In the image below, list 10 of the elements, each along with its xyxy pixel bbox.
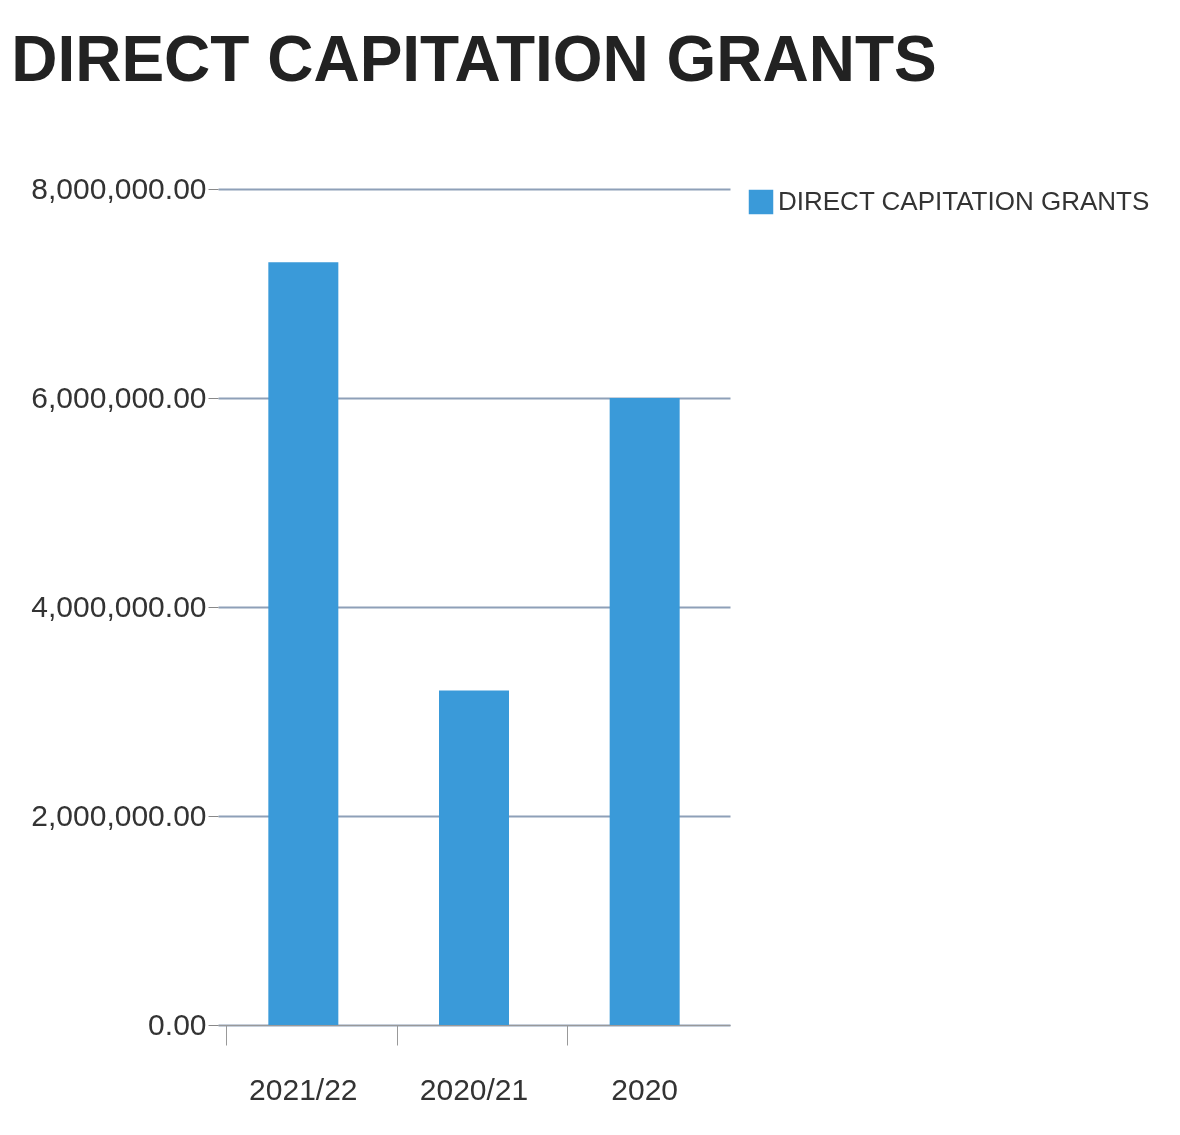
y-tick-label: 2,000,000.00 [31, 798, 207, 832]
y-tick-label: 6,000,000.00 [31, 380, 207, 414]
y-tick-label: 4,000,000.00 [31, 589, 207, 623]
x-tick-label: 2021/22 [249, 1072, 358, 1106]
x-tick-label: 2020/21 [419, 1072, 529, 1106]
legend-label: DIRECT CAPITATION GRANTS [778, 186, 1150, 216]
chart-title: DIRECT CAPITATION GRANTS [11, 23, 937, 95]
x-tick-label: 2020 [611, 1072, 679, 1106]
y-tick-label: 8,000,000.00 [31, 171, 207, 205]
y-tick-label: 0.00 [148, 1007, 207, 1041]
